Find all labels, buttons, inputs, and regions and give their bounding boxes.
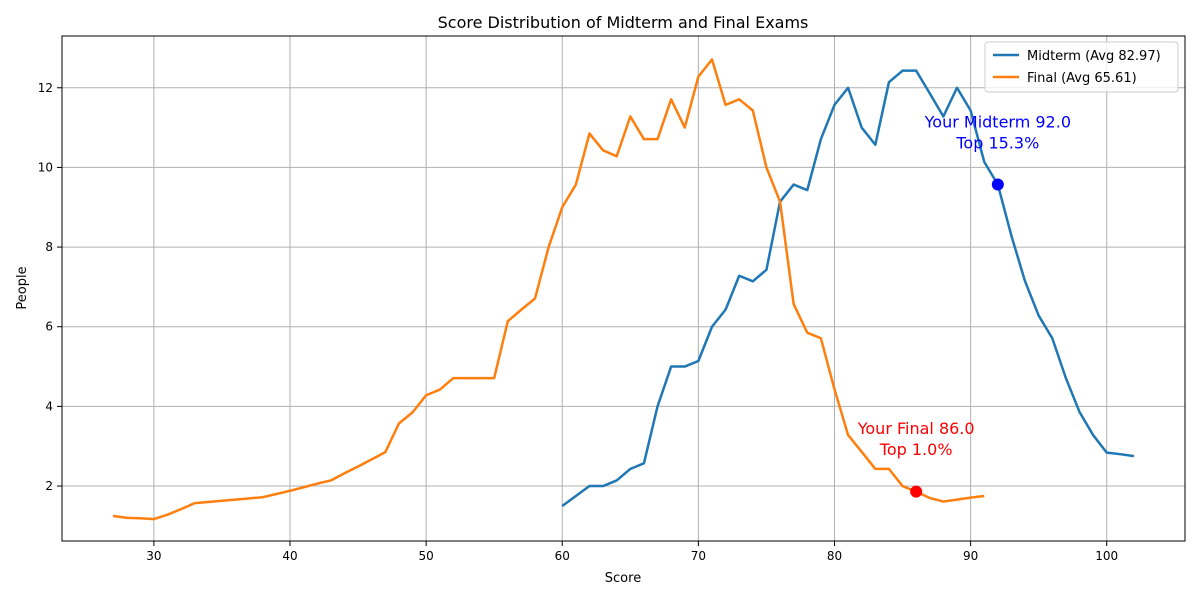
x-tick-label: 40 bbox=[282, 549, 297, 563]
series-line-final bbox=[112, 58, 985, 521]
series-layer bbox=[112, 58, 1135, 521]
series-line-midterm bbox=[561, 69, 1135, 507]
x-tick-label: 60 bbox=[555, 549, 570, 563]
ticks: 30 40 50 60 70 80 90 100 2 4 6 8 10 12 bbox=[38, 81, 1118, 563]
y-tick-label: 6 bbox=[45, 320, 53, 334]
your-midterm-rank: Top 15.3% bbox=[955, 134, 1039, 153]
y-axis-label: People bbox=[15, 266, 30, 309]
legend-label-midterm: Midterm (Avg 82.97) bbox=[1027, 49, 1161, 64]
chart-title: Score Distribution of Midterm and Final … bbox=[438, 13, 809, 32]
x-tick-label: 70 bbox=[691, 549, 706, 563]
legend: Midterm (Avg 82.97) Final (Avg 65.61) bbox=[984, 41, 1179, 93]
x-tick-label: 50 bbox=[418, 549, 433, 563]
x-tick-label: 90 bbox=[963, 549, 978, 563]
x-axis-label: Score bbox=[605, 571, 641, 586]
annotations: Your Midterm 92.0 Top 15.3% Your Final 86.… bbox=[857, 113, 1071, 498]
your-final-rank: Top 1.0% bbox=[879, 440, 953, 459]
your-midterm-marker bbox=[991, 178, 1004, 191]
y-tick-label: 2 bbox=[45, 479, 53, 493]
legend-label-final: Final (Avg 65.61) bbox=[1027, 71, 1137, 86]
y-tick-label: 10 bbox=[38, 160, 53, 174]
your-final-marker bbox=[910, 485, 923, 498]
your-midterm-label: Your Midterm 92.0 bbox=[924, 113, 1071, 132]
x-tick-label: 100 bbox=[1095, 549, 1118, 563]
your-final-label: Your Final 86.0 bbox=[857, 419, 975, 438]
legend-box bbox=[984, 41, 1179, 93]
y-tick-label: 12 bbox=[38, 81, 53, 95]
y-tick-label: 4 bbox=[45, 399, 53, 413]
plot-frame bbox=[61, 35, 1186, 542]
y-tick-label: 8 bbox=[45, 240, 53, 254]
x-tick-label: 80 bbox=[827, 549, 842, 563]
x-tick-label: 30 bbox=[146, 549, 161, 563]
